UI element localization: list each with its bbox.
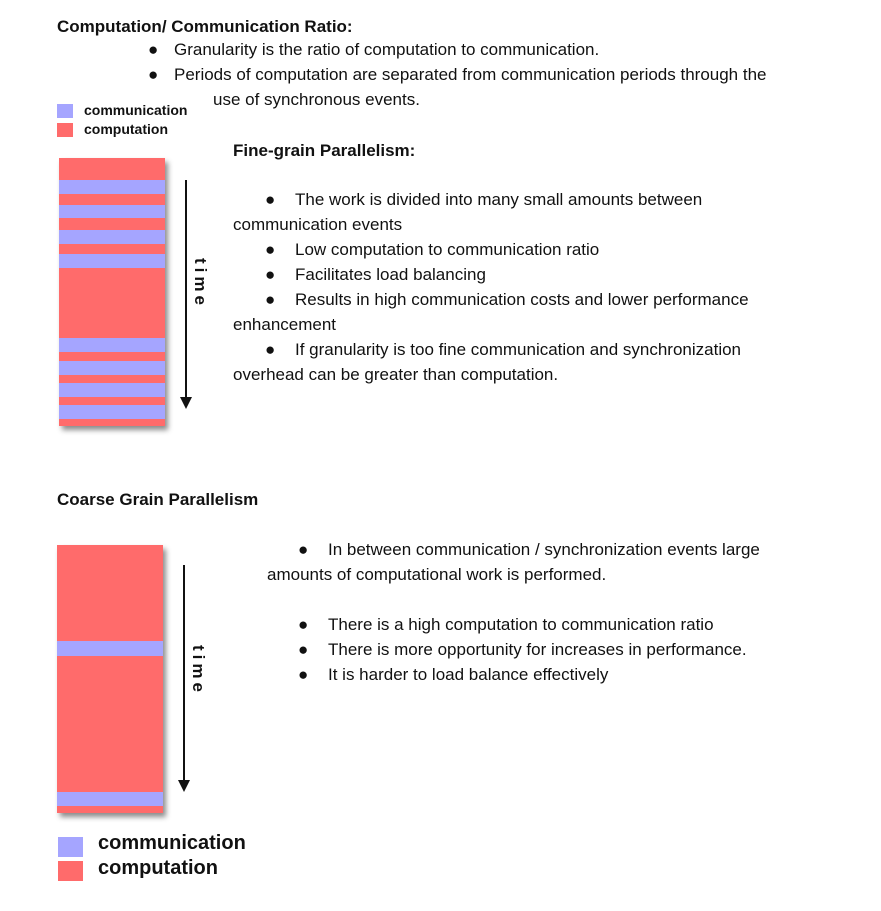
communication-stripe (59, 180, 165, 194)
legend-communication-label: communication (98, 832, 246, 854)
communication-stripe (57, 792, 163, 806)
header-bullet-2-continued: use of synchronous events. (213, 90, 420, 109)
fine-grain-bullet: ● Results in high communication costs and… (265, 287, 749, 312)
header-bullet-1: ● Granularity is the ratio of computation… (148, 37, 599, 62)
time-axis-label: time (189, 645, 208, 696)
bullet-text: Results in high communication costs and … (295, 290, 749, 309)
coarse-grain-bullet: ● There is more opportunity for increases… (298, 637, 747, 662)
coarse-grain-bullet: ● There is a high computation to communic… (298, 612, 714, 637)
page-title: Computation/ Communication Ratio: (57, 17, 353, 36)
coarse-grain-heading: Coarse Grain Parallelism (57, 490, 259, 509)
bullet-text: Low computation to communication ratio (295, 240, 600, 259)
time-arrow-shaft (183, 565, 185, 781)
communication-swatch (57, 104, 73, 118)
computation-swatch (58, 861, 83, 881)
header-bullet-text: Granularity is the ratio of computation … (174, 40, 600, 59)
fine-grain-heading: Fine-grain Parallelism: (233, 141, 416, 160)
legend-communication-label: communication (84, 102, 188, 118)
bullet-icon: ● (298, 640, 309, 659)
bullet-icon: ● (265, 340, 276, 359)
bullet-text: If granularity is too fine communication… (295, 340, 742, 359)
coarse-grain-bullet-continued: amounts of computational work is perform… (267, 565, 607, 584)
bullet-icon: ● (265, 240, 276, 259)
communication-swatch (58, 837, 83, 857)
communication-stripe (59, 405, 165, 419)
bullet-text: Facilitates load balancing (295, 265, 486, 284)
bullet-text: It is harder to load balance effectively (328, 665, 609, 684)
header-bullet-text: Periods of computation are separated fro… (174, 65, 767, 84)
communication-stripe (57, 641, 163, 656)
legend-computation-label: computation (84, 121, 168, 137)
arrow-down-icon (180, 397, 192, 409)
bullet-text: In between communication / synchronizati… (328, 540, 760, 559)
bullet-icon: ● (265, 265, 276, 284)
fine-grain-bullet-continued: enhancement (233, 315, 337, 334)
bullet-text: The work is divided into many small amou… (295, 190, 703, 209)
bullet-icon: ● (298, 615, 309, 634)
bullet-text: There is a high computation to communica… (328, 615, 714, 634)
communication-stripe (59, 230, 165, 244)
communication-stripe (59, 254, 165, 268)
time-axis-label: time (191, 258, 210, 309)
header-bullet-2: ● Periods of computation are separated fr… (148, 62, 767, 87)
bullet-text: There is more opportunity for increases … (328, 640, 747, 659)
fine-grain-bullet-continued: communication events (233, 215, 403, 234)
communication-stripe (59, 205, 165, 218)
fine-grain-bullet: ● If granularity is too fine communicatio… (265, 337, 741, 362)
fine-grain-bullet: ● Facilitates load balancing (265, 262, 486, 287)
bullet-icon: ● (298, 540, 309, 559)
arrow-down-icon (178, 780, 190, 792)
communication-stripe (59, 361, 165, 375)
communication-stripe (59, 383, 165, 397)
coarse-grain-timeline-bar (57, 545, 163, 813)
fine-grain-bullet: ● Low computation to communication ratio (265, 237, 599, 262)
bullet-icon: ● (265, 290, 276, 309)
legend-computation-label: computation (98, 857, 218, 879)
bullet-icon: ● (148, 65, 159, 84)
coarse-grain-bullet: ● In between communication / synchronizat… (298, 537, 760, 562)
computation-swatch (57, 123, 73, 137)
bullet-icon: ● (148, 40, 159, 59)
communication-stripe (59, 338, 165, 352)
coarse-grain-bullet: ● It is harder to load balance effectivel… (298, 662, 608, 687)
time-arrow-shaft (185, 180, 187, 398)
bullet-icon: ● (265, 190, 276, 209)
bullet-icon: ● (298, 665, 309, 684)
fine-grain-timeline-bar (59, 158, 165, 426)
fine-grain-bullet-continued: overhead can be greater than computation… (233, 365, 559, 384)
fine-grain-bullet: ● The work is divided into many small amo… (265, 187, 702, 212)
